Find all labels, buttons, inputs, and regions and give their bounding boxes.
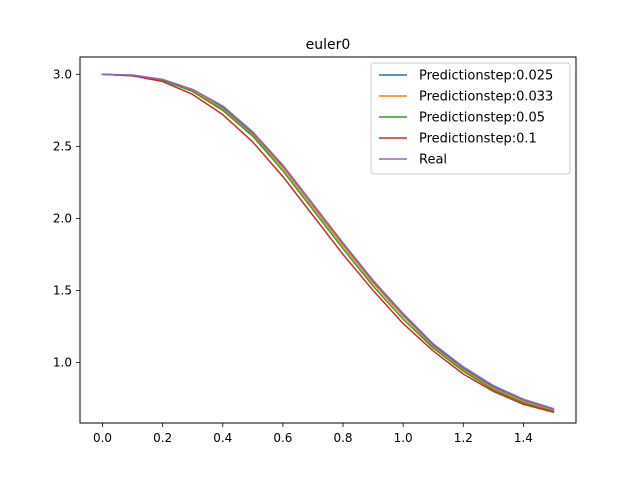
y-tick-label: 3.0 [53, 67, 72, 81]
x-axis: 0.0 0.2 0.4 0.6 0.8 1.0 1.2 1.4 [93, 423, 533, 445]
legend-label: Predictionstep:0.033 [419, 90, 553, 105]
x-tick-label: 0.0 [93, 431, 112, 445]
y-tick-label: 1.0 [53, 355, 72, 369]
x-tick-label: 0.4 [213, 431, 232, 445]
legend-label: Predictionstep:0.05 [419, 111, 545, 126]
y-tick-label: 1.5 [53, 283, 72, 297]
x-tick-label: 0.8 [333, 431, 352, 445]
x-tick-label: 1.2 [454, 431, 473, 445]
legend-label: Predictionstep:0.1 [419, 132, 537, 147]
series-line-4 [101, 73, 555, 410]
x-tick-label: 1.0 [394, 431, 413, 445]
y-tick-label: 2.0 [53, 211, 72, 225]
x-tick-label: 0.2 [153, 431, 172, 445]
chart-title: euler0 [306, 37, 351, 53]
legend: Predictionstep:0.025 Predictionstep:0.033… [370, 62, 571, 175]
x-tick-label: 0.6 [273, 431, 292, 445]
series-line-2 [101, 73, 555, 413]
y-axis: 1.0 1.5 2.0 2.5 3.0 [53, 67, 80, 369]
axes-frame [79, 56, 577, 424]
x-tick-label: 1.4 [514, 431, 533, 445]
legend-box [370, 62, 571, 175]
legend-label: Predictionstep:0.025 [419, 69, 553, 84]
series-line-3 [101, 73, 555, 414]
plot-lines [101, 73, 555, 414]
y-tick-label: 2.5 [53, 139, 72, 153]
legend-label: Real [419, 153, 447, 168]
